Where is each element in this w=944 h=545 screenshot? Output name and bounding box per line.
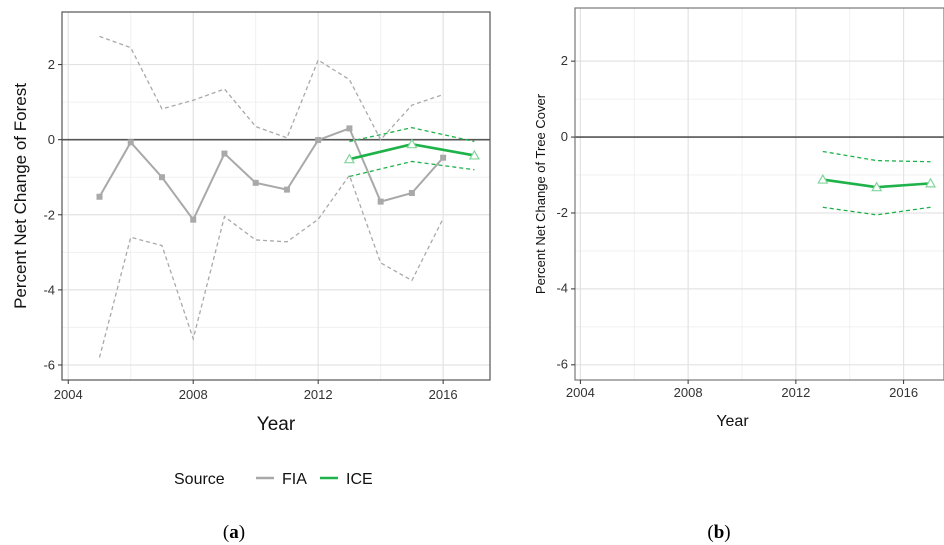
fia-point-a [252, 179, 259, 186]
fia-point-a [190, 216, 197, 223]
ice-lower-bound-a [349, 160, 475, 178]
ice-point-a [343, 153, 355, 164]
y-tick-label-a: 0 [48, 132, 55, 147]
x-tick-label-b: 2016 [889, 385, 918, 400]
plot-area-b [575, 8, 944, 380]
y-tick-label-b: -2 [556, 205, 568, 220]
legend-title: Source [174, 471, 225, 488]
y-axis-title-b: Percent Net Change of Tree Cover [533, 93, 548, 294]
x-axis-title-a: Year [257, 414, 296, 435]
fia-point-a [158, 174, 165, 181]
fia-point-a [408, 189, 415, 196]
y-tick-label-b: -4 [556, 281, 568, 296]
legend: Source FIA ICE [174, 471, 373, 488]
x-tick-label-b: 2012 [781, 385, 810, 400]
caption-b: (b) [707, 522, 730, 543]
fia-lower-bound-a [98, 173, 444, 358]
x-tick-label-a: 2012 [304, 387, 333, 402]
fia-point-a [127, 139, 134, 146]
y-tick-label-b: 0 [561, 129, 568, 144]
x-tick-label-a: 2008 [179, 387, 208, 402]
y-axis-title-a: Percent Net Change of Forest [11, 83, 30, 309]
ice-upper-bound-a [349, 126, 475, 143]
x-tick-label-b: 2004 [566, 385, 595, 400]
fia-point-a [346, 125, 353, 132]
fia-point-a [283, 186, 290, 193]
legend-label-fia: FIA [282, 471, 307, 488]
x-tick-label-a: 2016 [429, 387, 458, 402]
fia-point-a [377, 198, 384, 205]
x-tick-label-b: 2008 [674, 385, 703, 400]
ice-point-b [871, 181, 883, 192]
y-tick-label-b: -6 [556, 357, 568, 372]
legend-label-ice: ICE [346, 471, 373, 488]
y-tick-label-b: 2 [561, 53, 568, 68]
plot-frame-b [574, 7, 944, 381]
ice-point-b [817, 173, 829, 184]
ice-point-a [468, 149, 480, 160]
caption-a: (a) [223, 522, 245, 543]
ice-point-b [925, 177, 937, 188]
ice-point-a [406, 138, 418, 149]
panel-b-tree-cover-change: -6 -4 -2 0 2 2004 2008 2012 2016 Year Percent Net … [533, 7, 944, 430]
fia-upper-bound-a [99, 35, 444, 141]
panel-a-forest-change: -6 -4 -2 0 2 2004 2008 2012 2016 Year Percent Net … [11, 11, 491, 435]
fia-point-a [96, 193, 103, 200]
x-axis-title-b: Year [716, 413, 749, 430]
y-tick-label-a: -2 [43, 207, 55, 222]
y-tick-label-a: 2 [48, 57, 55, 72]
fia-point-a [221, 150, 228, 157]
fia-point-a [315, 137, 322, 144]
y-tick-label-a: -4 [43, 282, 55, 297]
x-tick-label-a: 2004 [54, 387, 83, 402]
y-tick-label-a: -6 [43, 358, 55, 373]
fia-point-a [440, 154, 447, 161]
plot-frame-a [61, 11, 491, 381]
plot-area-a [62, 12, 490, 380]
fia-series-line-a [98, 127, 444, 222]
